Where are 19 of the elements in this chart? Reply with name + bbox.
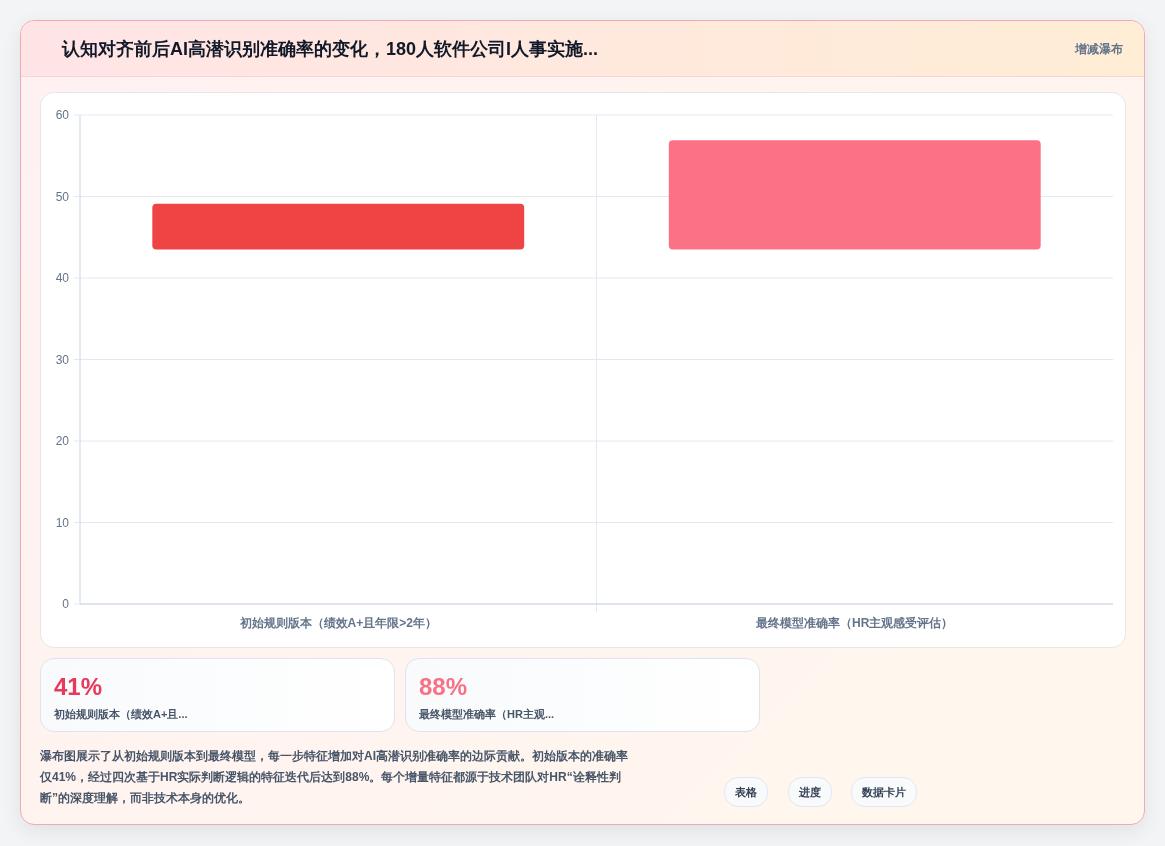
x-tick-label: 最终模型准确率（HR主观感受评估） xyxy=(755,616,954,630)
x-tick-label: 初始规则版本（绩效A+且年限>2年） xyxy=(238,616,437,630)
text: 瀑布图展示了从初始规则版本到最终模型，每一步特征增加对AI高潜识别准确率的边际贡献。初始版本的准确率仅41%，经过四次基于HR实际判断逻辑的特征迭代后达到88%。每个增量特征都源于技术团队对HR“诠释性判断”的深度理解，而非技术本身的优化。 xyxy=(40,748,629,807)
text: 表格 xyxy=(724,777,768,807)
y-tick-label: 60 xyxy=(55,108,70,122)
text: 41% xyxy=(54,673,103,701)
text: 初始规则版本（绩效A+且... xyxy=(54,707,188,722)
y-tick-label: 50 xyxy=(55,189,70,204)
text: 进度 xyxy=(788,777,832,807)
text: 88% xyxy=(419,673,468,701)
y-tick-label: 10 xyxy=(55,515,70,530)
text: 最终模型准确率（HR主观... xyxy=(419,707,555,722)
text: 增减瀑布 xyxy=(1075,41,1123,58)
chart-title: 认知对齐前后AI高潜识别准确率的变化，180人软件公司I人事实施... xyxy=(62,38,599,61)
y-tick-label: 20 xyxy=(55,434,70,448)
text: 数据卡片 xyxy=(851,777,917,807)
y-tick-label: 40 xyxy=(55,271,70,285)
y-tick-label: 30 xyxy=(55,352,70,367)
y-tick-label: 0 xyxy=(62,597,70,611)
